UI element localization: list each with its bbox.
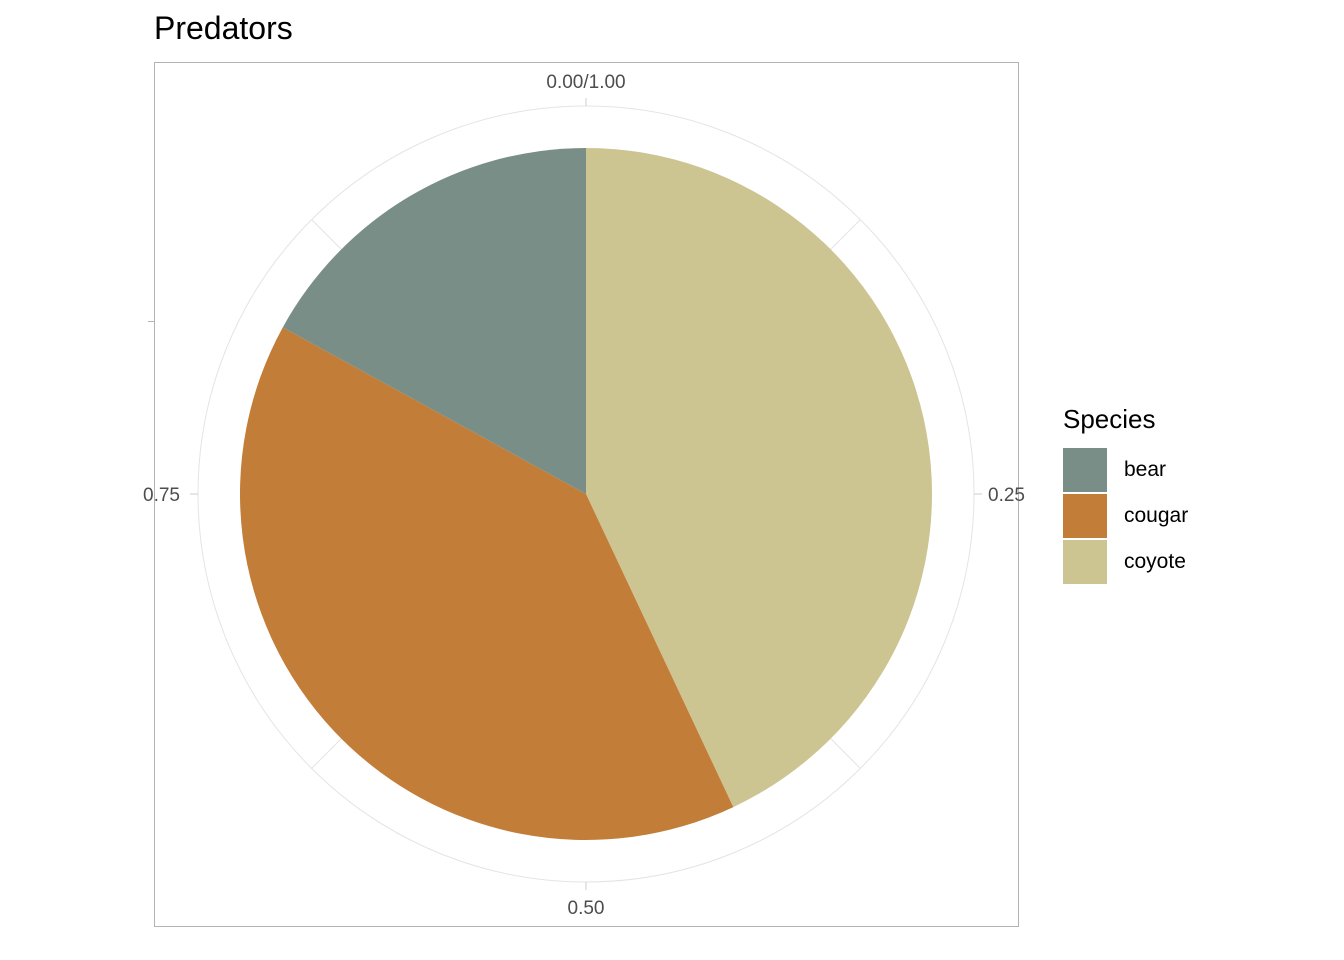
legend-item-bear: bear (1063, 447, 1188, 493)
legend-key-coyote (1063, 540, 1107, 584)
legend-item-coyote: coyote (1063, 539, 1188, 585)
grid-line (311, 219, 342, 250)
legend-item-cougar: cougar (1063, 493, 1188, 539)
legend: Species bear cougar coyote (1063, 404, 1188, 585)
legend-label-bear: bear (1124, 458, 1167, 481)
legend-key-bear (1063, 448, 1107, 492)
pie-slice-coyote (586, 148, 932, 808)
slices (239, 147, 932, 840)
pie-slice-bear (282, 147, 586, 494)
grid-line (830, 219, 861, 250)
theta-ticks: 0.00/1.00 0.25 0.50 0.75 (143, 72, 1025, 919)
theta-tick-label: 0.00/1.00 (546, 72, 625, 93)
chart-title: Predators (154, 10, 293, 46)
grid-line (311, 738, 342, 769)
legend-key-cougar (1063, 494, 1107, 538)
theta-tick-label: 0.25 (988, 485, 1025, 506)
pie-slice-cougar (239, 327, 734, 840)
theta-tick-label: 0.75 (143, 485, 180, 506)
legend-items: bear cougar coyote (1063, 447, 1188, 585)
legend-title: Species (1063, 404, 1156, 434)
theta-tick-label: 0.50 (568, 898, 605, 919)
grid-line (830, 738, 861, 769)
legend-label-cougar: cougar (1124, 504, 1189, 527)
legend-label-coyote: coyote (1124, 550, 1186, 573)
